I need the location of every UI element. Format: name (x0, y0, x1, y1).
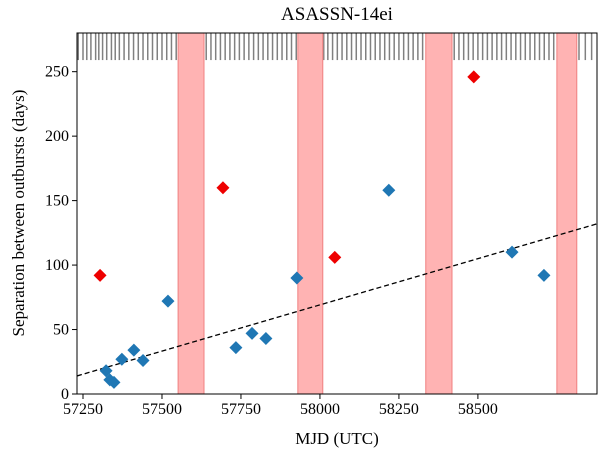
y-tick-label: 100 (45, 257, 69, 274)
data-point (229, 341, 243, 355)
data-point (245, 326, 259, 340)
data-point (216, 181, 230, 195)
data-point (259, 332, 273, 346)
x-tick-label: 57750 (221, 401, 261, 418)
x-tick-label: 58500 (458, 401, 498, 418)
data-point (115, 352, 129, 366)
y-tick-label: 200 (45, 128, 69, 145)
y-tick-label: 0 (61, 386, 69, 403)
trend-line (77, 223, 597, 377)
y-tick-label: 50 (53, 322, 69, 339)
data-point (136, 353, 150, 367)
data-point (107, 375, 121, 389)
data-point (127, 343, 141, 357)
data-point (161, 294, 175, 308)
y-tick-label: 150 (45, 193, 69, 210)
shaded-range (425, 33, 453, 394)
data-point (505, 245, 519, 259)
x-tick-label: 58000 (300, 401, 340, 418)
y-axis-label: Separation between outbursts (days) (9, 90, 28, 337)
data-point (537, 268, 551, 282)
data-point (328, 250, 342, 264)
plot-frame (76, 32, 598, 395)
shaded-range (556, 33, 578, 394)
x-tick-label: 58250 (379, 401, 419, 418)
chart-title: ASASSN-14ei (281, 4, 393, 25)
data-point (382, 183, 396, 197)
shaded-range (177, 33, 205, 394)
data-point (93, 268, 107, 282)
x-tick-label: 57250 (63, 401, 103, 418)
x-tick-label: 57500 (142, 401, 182, 418)
data-point (290, 271, 304, 285)
shaded-range (297, 33, 324, 394)
x-axis-label: MJD (UTC) (295, 429, 379, 448)
data-point (467, 70, 481, 84)
y-tick-label: 250 (45, 64, 69, 81)
